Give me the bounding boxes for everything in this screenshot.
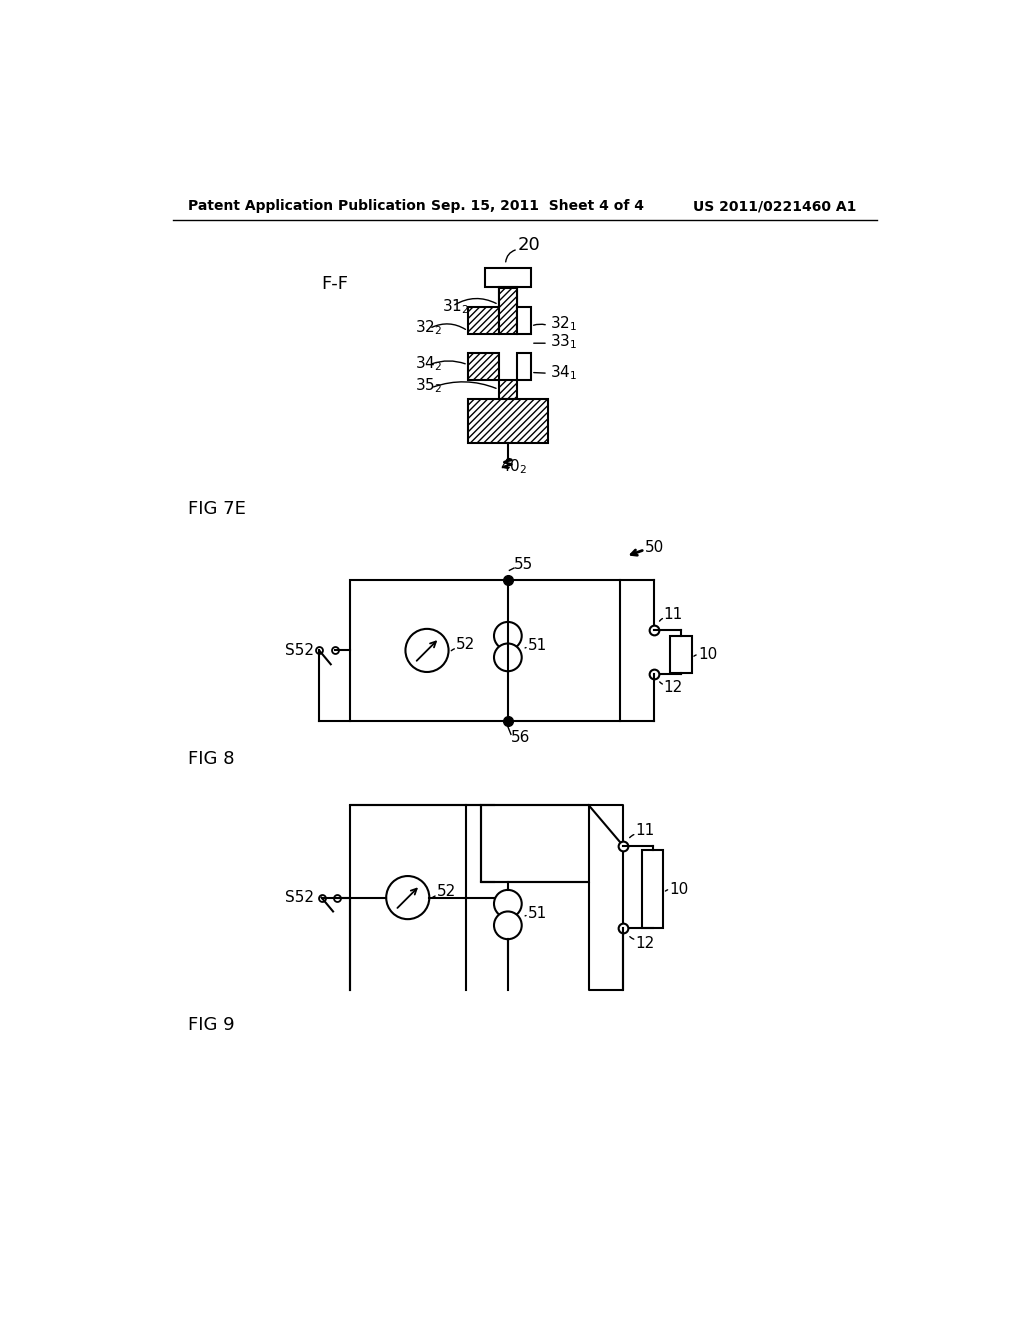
- Text: $40_2$: $40_2$: [500, 457, 527, 475]
- Text: 11: 11: [635, 824, 654, 838]
- Bar: [481, 805, 589, 882]
- Bar: [499, 380, 517, 400]
- Bar: [484, 268, 531, 286]
- Text: 52: 52: [437, 884, 457, 899]
- Text: 20: 20: [518, 236, 541, 255]
- Circle shape: [494, 622, 521, 649]
- Text: US 2011/0221460 A1: US 2011/0221460 A1: [692, 199, 856, 213]
- Text: 10: 10: [698, 647, 717, 661]
- Text: 56: 56: [511, 730, 530, 744]
- Text: S52: S52: [285, 643, 313, 657]
- Bar: [468, 400, 548, 444]
- Bar: [517, 308, 531, 334]
- Text: F-F: F-F: [322, 275, 348, 293]
- Circle shape: [494, 890, 521, 917]
- Text: $31_2$: $31_2$: [442, 298, 470, 317]
- Bar: [350, 581, 620, 721]
- Text: Patent Application Publication: Patent Application Publication: [188, 199, 426, 213]
- Text: S52: S52: [285, 890, 313, 906]
- Text: 51: 51: [528, 906, 547, 920]
- Text: 12: 12: [635, 936, 654, 952]
- Text: 50: 50: [645, 540, 665, 554]
- Bar: [499, 286, 517, 308]
- Text: 10: 10: [670, 882, 689, 896]
- Bar: [468, 308, 499, 334]
- Text: $32_2$: $32_2$: [416, 318, 442, 337]
- Bar: [468, 354, 499, 380]
- Bar: [642, 850, 664, 928]
- Circle shape: [494, 911, 521, 940]
- Text: FIG 9: FIG 9: [188, 1015, 234, 1034]
- Bar: [517, 354, 531, 380]
- Circle shape: [494, 644, 521, 672]
- Bar: [671, 636, 692, 673]
- Circle shape: [386, 876, 429, 919]
- Text: 55: 55: [514, 557, 534, 573]
- Text: $33_1$: $33_1$: [550, 333, 578, 351]
- Text: $34_1$: $34_1$: [550, 363, 578, 381]
- Text: Sep. 15, 2011  Sheet 4 of 4: Sep. 15, 2011 Sheet 4 of 4: [431, 199, 644, 213]
- Text: 12: 12: [664, 680, 683, 694]
- Text: $34_2$: $34_2$: [416, 354, 442, 372]
- Text: FIG 7E: FIG 7E: [188, 500, 246, 517]
- Bar: [499, 288, 517, 334]
- Text: 51: 51: [528, 638, 547, 652]
- Text: $35_2$: $35_2$: [416, 376, 442, 395]
- Text: 52: 52: [457, 636, 475, 652]
- Circle shape: [406, 628, 449, 672]
- Text: FIG 8: FIG 8: [188, 750, 234, 768]
- Text: 11: 11: [664, 607, 683, 622]
- Text: $32_1$: $32_1$: [550, 314, 578, 334]
